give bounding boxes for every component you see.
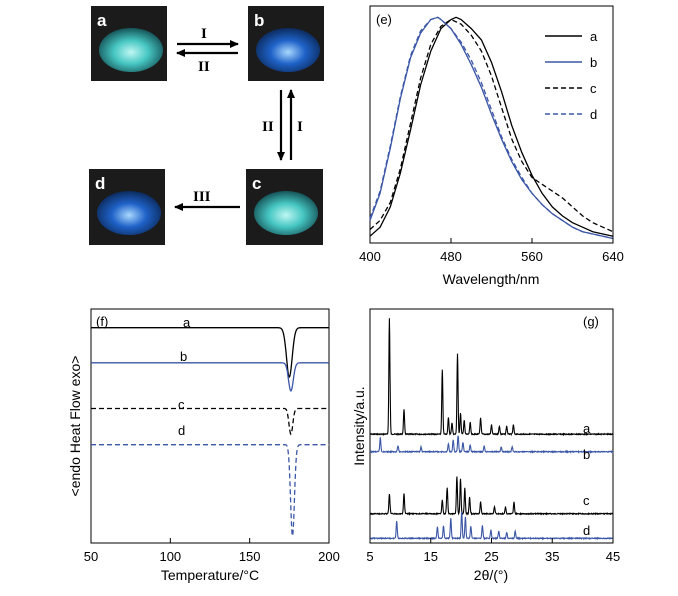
photo-panel-c: c — [246, 169, 323, 245]
photo-label-a: a — [97, 11, 107, 30]
panel-e-xtick-label-400: 400 — [359, 249, 381, 264]
emission-series-c — [369, 18, 614, 233]
dsc-label-d: d — [178, 423, 185, 438]
emission-series-d — [369, 16, 614, 240]
panel-g-ylabel: Intensity/a.u. — [351, 386, 367, 465]
arrow-label-b-to-a: II — [198, 59, 210, 75]
arrow-label-a-to-b: I — [201, 26, 207, 42]
xrd-series-a — [369, 318, 614, 437]
panel-e-xtick-label-480: 480 — [440, 249, 462, 264]
transition-arrows — [174, 40, 295, 211]
panel-g-xtick-label-5: 5 — [366, 549, 373, 564]
dsc-series-b — [91, 362, 329, 392]
panel-g-xtick-label-25: 25 — [484, 549, 498, 564]
legend-label-d: d — [590, 107, 597, 122]
xrd-label-c: c — [583, 493, 590, 508]
panel-e-xlabel: Wavelength/nm — [443, 271, 540, 287]
legend-label-a: a — [590, 29, 598, 44]
photo-panel-d: d — [89, 169, 165, 245]
panel-g-chart: (g) 5 15 25 35 45 ab cd 2θ/(°) Intensity/a.u. — [351, 308, 620, 583]
dsc-series-a — [91, 327, 329, 378]
panel-f-xtick-label-100: 100 — [159, 549, 181, 564]
panel-e-xtick-label-640: 640 — [602, 249, 624, 264]
panel-f-frame — [90, 308, 330, 544]
photo-label-d: d — [95, 174, 105, 193]
photo-label-c: c — [252, 174, 261, 193]
xrd-series-c — [369, 476, 614, 516]
xrd-label-b: b — [583, 447, 590, 462]
panel-e-label: (e) — [376, 12, 392, 27]
panel-f-xtick-label-200: 200 — [318, 549, 340, 564]
crystal-pile-d — [97, 191, 161, 235]
photo-label-b: b — [254, 11, 264, 30]
dsc-label-a: a — [183, 315, 191, 330]
dsc-label-c: c — [178, 397, 185, 412]
panel-f-xlabel: Temperature/°C — [161, 567, 259, 583]
panel-g-label: (g) — [583, 314, 599, 329]
arrow-label-b-to-c: II — [262, 119, 274, 135]
dsc-series-c — [91, 407, 329, 436]
dsc-series-d — [91, 444, 329, 537]
panel-e-frame — [369, 5, 614, 244]
arrow-label-c-to-d: III — [193, 189, 211, 205]
dsc-label-b: b — [180, 349, 187, 364]
panel-g-xtick-label-35: 35 — [545, 549, 559, 564]
legend-label-b: b — [590, 55, 597, 70]
crystal-pile-a — [99, 28, 163, 72]
xrd-series-d — [369, 511, 614, 541]
panel-f-chart: (f) 50 100 150 200 a b cd Temperature/°C <end… — [67, 308, 340, 583]
panel-g-xtick-label-45: 45 — [606, 549, 620, 564]
panel-f-ylabel: <endo Heat Flow exo> — [67, 356, 83, 497]
emission-series-a — [369, 16, 614, 237]
panel-f-label: (f) — [96, 314, 108, 329]
legend-label-c: c — [590, 81, 597, 96]
xrd-series-b — [369, 435, 614, 454]
xrd-label-a: a — [583, 421, 591, 436]
emission-series-b — [369, 16, 614, 240]
panel-g-xlabel: 2θ/(°) — [474, 567, 508, 583]
panel-g-xtick-label-15: 15 — [424, 549, 438, 564]
crystal-pile-c — [254, 191, 318, 235]
panel-e-xtick-label-560: 560 — [521, 249, 543, 264]
photo-panel-a: a — [91, 6, 167, 81]
panel-f-xtick-label-50: 50 — [84, 549, 98, 564]
arrow-label-c-to-b: I — [297, 119, 303, 135]
photo-panel-b: b — [248, 6, 324, 81]
crystal-pile-b — [256, 28, 320, 72]
panel-f-xtick-label-150: 150 — [239, 549, 261, 564]
xrd-label-d: d — [583, 523, 590, 538]
